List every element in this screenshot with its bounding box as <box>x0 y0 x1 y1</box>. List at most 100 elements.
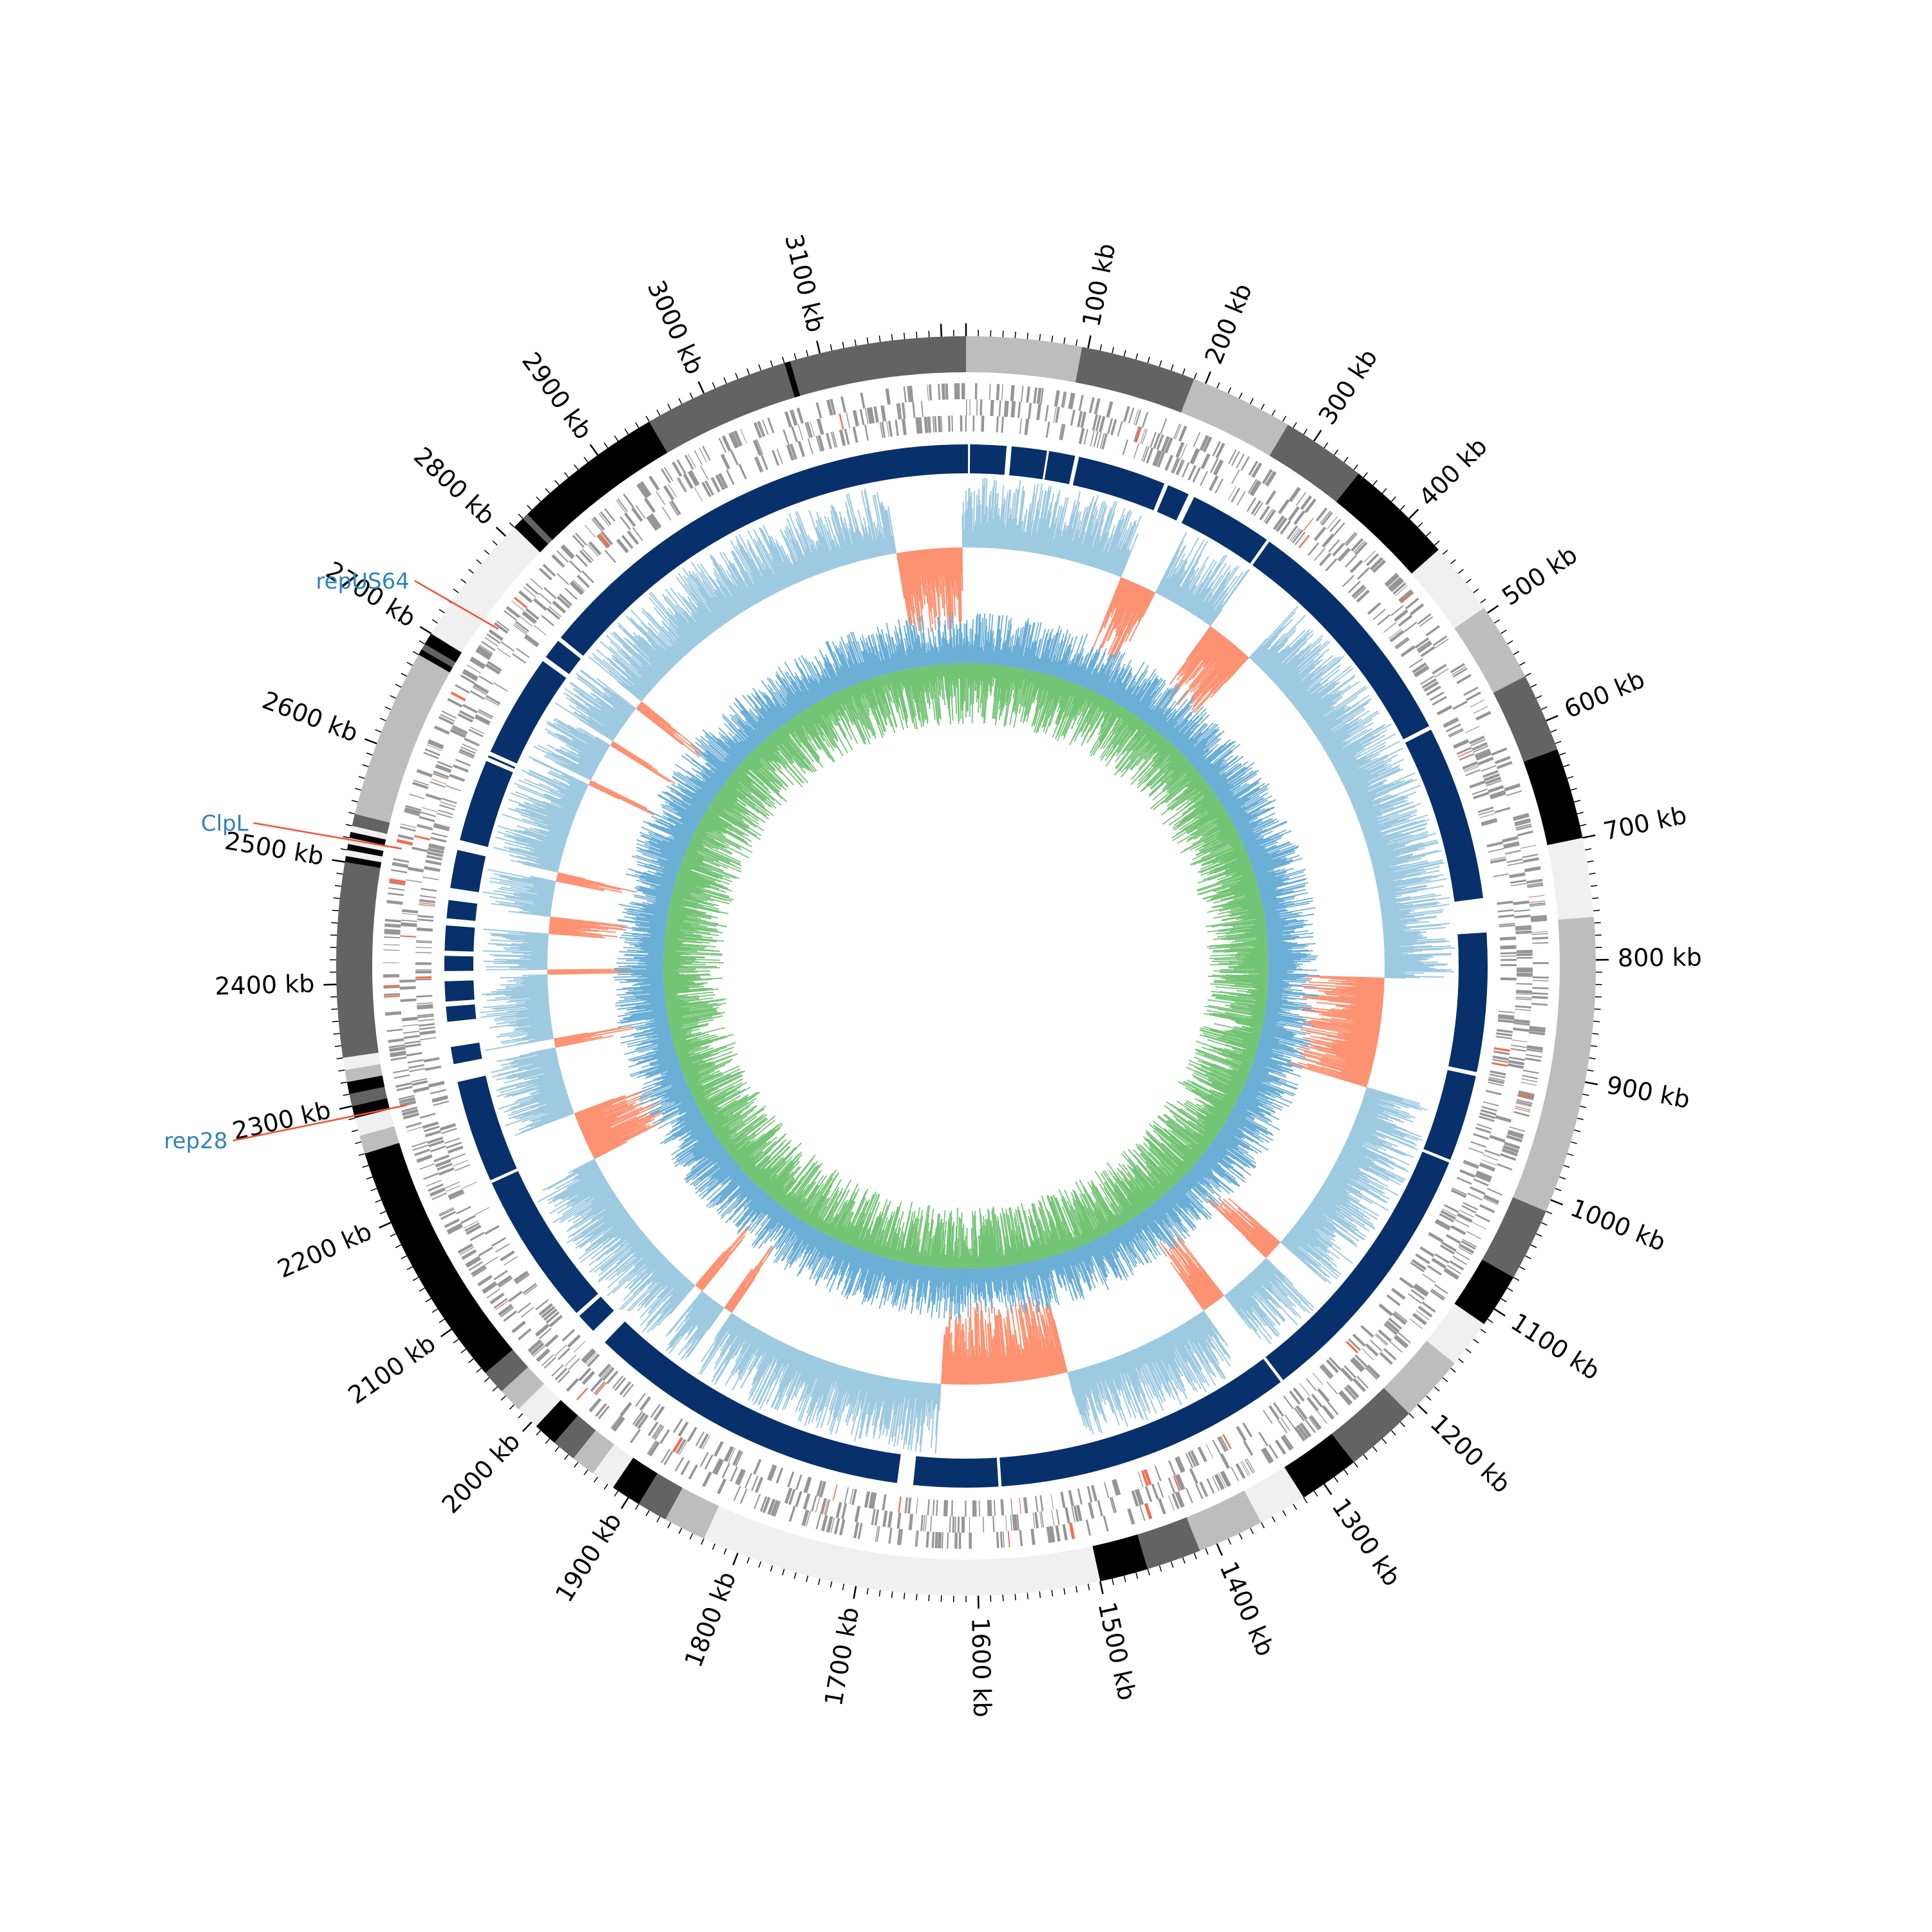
skew-positive <box>1341 1075 1368 1084</box>
gene-mark <box>604 549 616 564</box>
gene-mark <box>1215 1473 1225 1490</box>
skew-negative <box>731 550 761 602</box>
skew-negative <box>1170 558 1195 601</box>
skew-negative <box>1191 1318 1211 1348</box>
skew-negative <box>534 884 555 890</box>
skew-negative <box>845 1370 860 1423</box>
skew-negative <box>882 1378 894 1435</box>
skew-negative <box>1296 680 1336 711</box>
skew-negative <box>496 1028 553 1038</box>
skew-negative <box>1307 705 1335 725</box>
gene-mark <box>1500 1153 1517 1161</box>
gene-mark <box>428 1183 444 1192</box>
gene-mark <box>1246 1458 1255 1473</box>
gene-mark <box>564 587 578 600</box>
skew-positive <box>983 1329 987 1385</box>
skew-negative <box>1365 1092 1388 1101</box>
skew-positive <box>1237 1208 1279 1245</box>
gene-mark <box>435 1159 451 1168</box>
skew-negative <box>515 838 564 854</box>
skew-negative <box>622 645 661 681</box>
gene-mark <box>1348 580 1361 594</box>
gene-mark <box>540 614 554 627</box>
skew-negative <box>525 802 574 822</box>
skew-negative <box>1104 1360 1129 1427</box>
gene-mark <box>431 1096 448 1103</box>
skew-positive <box>1005 1356 1010 1383</box>
skew-negative <box>755 1337 773 1370</box>
skew-negative <box>1323 1183 1349 1200</box>
skew-negative <box>654 1258 668 1272</box>
gene-mark <box>1262 1410 1273 1425</box>
skew-negative <box>817 519 835 569</box>
skew-negative <box>677 1302 718 1356</box>
skew-positive <box>1168 1248 1211 1307</box>
skew-negative <box>1067 540 1074 560</box>
skew-positive <box>697 1226 749 1288</box>
skew-negative <box>1319 1189 1374 1226</box>
skew-negative <box>984 506 988 548</box>
skew-positive <box>1037 1326 1049 1377</box>
minor-tick <box>340 848 347 851</box>
skew-negative <box>816 512 836 569</box>
skew-positive <box>1142 592 1156 618</box>
skew-negative <box>1374 860 1428 874</box>
skew-negative <box>736 539 768 598</box>
skew-negative <box>816 549 826 573</box>
skew-negative <box>1179 590 1190 607</box>
minor-tick <box>1473 588 1479 594</box>
skew-negative <box>669 639 685 657</box>
gene-mark <box>676 1439 687 1454</box>
gene-mark <box>1244 1459 1254 1474</box>
skew-positive <box>1344 1040 1377 1048</box>
gene-mark <box>511 600 525 612</box>
skew-negative <box>608 646 655 688</box>
gene-mark <box>632 1411 643 1425</box>
skew-negative <box>1365 1089 1403 1102</box>
gene-mark <box>1012 401 1016 418</box>
minor-tick <box>468 1358 474 1363</box>
skew-negative <box>1241 1280 1281 1325</box>
gene-mark <box>1378 1305 1392 1316</box>
skew-positive <box>579 1115 606 1128</box>
skew-negative <box>761 529 790 587</box>
karyotype-segment <box>514 518 549 553</box>
gene-mark <box>864 424 869 441</box>
gene-mark <box>430 837 447 843</box>
gene-mark <box>898 1496 902 1513</box>
skew-negative <box>1327 741 1348 755</box>
skew-negative <box>549 790 581 804</box>
skew-negative <box>1118 1355 1132 1386</box>
gene-mark <box>614 1377 627 1391</box>
gene-mark <box>388 1044 405 1048</box>
gene-mark <box>1063 392 1067 408</box>
skew-negative <box>1325 722 1374 752</box>
gene-mark <box>1143 1469 1152 1486</box>
gene-mark <box>1146 447 1154 464</box>
skew-negative <box>1281 1240 1331 1284</box>
gene-mark <box>1470 1141 1486 1148</box>
gene-mark <box>687 453 696 468</box>
skew-negative <box>528 797 576 817</box>
gene-mark <box>829 399 837 415</box>
gene-mark <box>1498 914 1515 918</box>
skew-negative <box>1200 1311 1213 1328</box>
major-tick <box>1216 1543 1223 1556</box>
skew-positive <box>1115 579 1128 609</box>
skew-negative <box>891 1379 903 1442</box>
gene-mark <box>1112 1479 1119 1496</box>
skew-negative <box>609 697 632 715</box>
skew-negative <box>804 556 814 577</box>
skew-negative <box>706 602 723 626</box>
gene-mark <box>1475 752 1492 761</box>
skew-negative <box>1048 518 1057 556</box>
skew-negative <box>1185 1321 1199 1343</box>
skew-negative <box>669 1295 709 1345</box>
skew-negative <box>1245 1276 1285 1322</box>
skew-negative <box>493 846 560 865</box>
gene-mark <box>1431 1258 1447 1269</box>
gene-mark <box>1473 1133 1490 1141</box>
skew-negative <box>1341 1150 1396 1179</box>
gene-mark <box>551 1364 564 1377</box>
skew-positive <box>697 1251 729 1289</box>
